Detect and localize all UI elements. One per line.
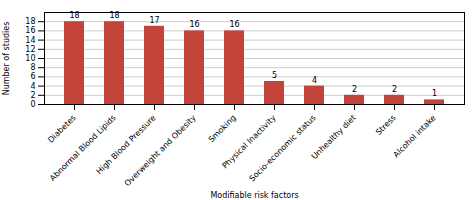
svg-text:17: 17 [149,16,159,25]
svg-text:18: 18 [25,17,35,26]
svg-text:Modifiable risk factors: Modifiable risk factors [210,191,298,200]
svg-text:4: 4 [30,82,35,91]
svg-text:2: 2 [30,91,35,100]
svg-text:1: 1 [432,89,437,98]
svg-text:High Blood Pressure: High Blood Pressure [94,113,158,177]
svg-text:18: 18 [69,11,80,21]
svg-text:2: 2 [392,85,397,94]
svg-text:12: 12 [25,45,35,54]
svg-text:16: 16 [189,20,199,29]
svg-text:6: 6 [30,72,35,81]
svg-text:5: 5 [272,71,277,80]
svg-text:Unhealthy diet: Unhealthy diet [310,113,358,161]
svg-text:Stress: Stress [374,113,398,137]
svg-text:Smoking: Smoking [207,113,238,144]
svg-text:8: 8 [30,63,35,72]
svg-text:Overweight and Obesity: Overweight and Obesity [123,113,198,188]
svg-text:Physical Inactivity: Physical Inactivity [220,113,278,171]
svg-text:14: 14 [25,36,35,45]
svg-text:Alcohol intake: Alcohol intake [392,113,438,159]
svg-text:2: 2 [352,85,357,94]
svg-text:0: 0 [30,100,35,109]
svg-text:16: 16 [25,26,35,35]
svg-text:18: 18 [109,11,120,21]
svg-text:Number of studies: Number of studies [2,22,11,96]
svg-text:Diabetes: Diabetes [46,113,77,144]
svg-text:16: 16 [229,20,239,29]
svg-text:4: 4 [312,76,317,85]
svg-text:Abnormal Blood Lipids: Abnormal Blood Lipids [48,113,118,183]
svg-text:Socio-economic status: Socio-economic status [248,113,318,183]
svg-text:10: 10 [25,54,35,63]
